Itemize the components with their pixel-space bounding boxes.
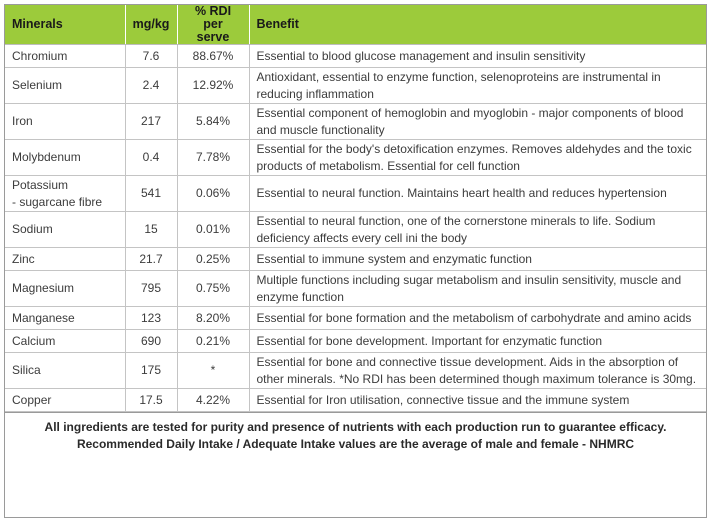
header-benefit: Benefit (249, 5, 706, 45)
mineral-benefit: Essential to neural function, one of the… (249, 211, 706, 248)
table-row: Selenium 2.4 12.92% Antioxidant, essenti… (5, 67, 706, 104)
mineral-mgkg: 541 (125, 175, 178, 212)
table-row: Potassium - sugarcane fibre 541 0.06% Es… (5, 175, 706, 212)
mineral-rdi: 0.75% (177, 270, 250, 307)
mineral-name: Sodium (5, 211, 126, 248)
mineral-name: Magnesium (5, 270, 126, 307)
mineral-name: Calcium (5, 329, 126, 353)
mineral-rdi: * (177, 352, 250, 389)
table-row: Iron 217 5.84% Essential component of he… (5, 103, 706, 140)
mineral-rdi: 88.67% (177, 44, 250, 68)
footer-line-2: Recommended Daily Intake / Adequate Inta… (76, 437, 635, 451)
table-row: Sodium 15 0.01% Essential to neural func… (5, 211, 706, 248)
mineral-rdi: 0.01% (177, 211, 250, 248)
mineral-name: Zinc (5, 247, 126, 271)
mineral-benefit: Essential to neural function. Maintains … (249, 175, 706, 212)
header-mgkg: mg/kg (125, 5, 178, 45)
mineral-rdi: 7.78% (177, 139, 250, 176)
mineral-benefit: Multiple functions including sugar metab… (249, 270, 706, 307)
mineral-mgkg: 15 (125, 211, 178, 248)
mineral-mgkg: 123 (125, 306, 178, 330)
table-row: Chromium 7.6 88.67% Essential to blood g… (5, 44, 706, 68)
mineral-benefit: Essential for bone and connective tissue… (249, 352, 706, 389)
table-row: Zinc 21.7 0.25% Essential to immune syst… (5, 247, 706, 271)
header-rdi: % RDI per serve (177, 4, 250, 45)
mineral-rdi: 0.06% (177, 175, 250, 212)
table-header-row: Minerals mg/kg % RDI per serve Benefit (5, 5, 706, 45)
header-rdi-line2: serve (196, 30, 230, 44)
mineral-name-sub: - sugarcane fibre (12, 194, 103, 209)
table-row: Copper 17.5 4.22% Essential for Iron uti… (5, 388, 706, 412)
mineral-rdi: 8.20% (177, 306, 250, 330)
table-row: Molybdenum 0.4 7.78% Essential for the b… (5, 139, 706, 176)
mineral-benefit: Essential for the body's detoxification … (249, 139, 706, 176)
header-rdi-line1: % RDI per (194, 4, 232, 31)
mineral-name-cell: Potassium - sugarcane fibre (5, 175, 126, 212)
mineral-mgkg: 795 (125, 270, 178, 307)
mineral-benefit: Essential to immune system and enzymatic… (249, 247, 706, 271)
table-row: Manganese 123 8.20% Essential for bone f… (5, 306, 706, 330)
mineral-mgkg: 7.6 (125, 44, 178, 68)
mineral-mgkg: 17.5 (125, 388, 178, 412)
table-footer-note: All ingredients are tested for purity an… (5, 412, 706, 453)
mineral-benefit: Essential for Iron utilisation, connecti… (249, 388, 706, 412)
mineral-rdi: 0.21% (177, 329, 250, 353)
mineral-name: Iron (5, 103, 126, 140)
minerals-table: Minerals mg/kg % RDI per serve Benefit C… (5, 5, 706, 412)
mineral-benefit: Essential for bone formation and the met… (249, 306, 706, 330)
mineral-mgkg: 217 (125, 103, 178, 140)
mineral-mgkg: 2.4 (125, 67, 178, 104)
mineral-mgkg: 175 (125, 352, 178, 389)
table-row: Magnesium 795 0.75% Multiple functions i… (5, 270, 706, 307)
mineral-benefit: Essential component of hemoglobin and my… (249, 103, 706, 140)
mineral-rdi: 4.22% (177, 388, 250, 412)
mineral-name: Molybdenum (5, 139, 126, 176)
mineral-name: Silica (5, 352, 126, 389)
mineral-benefit: Essential to blood glucose management an… (249, 44, 706, 68)
minerals-table-panel: Minerals mg/kg % RDI per serve Benefit C… (4, 4, 707, 518)
mineral-rdi: 0.25% (177, 247, 250, 271)
footer-line-1: All ingredients are tested for purity an… (44, 420, 667, 434)
mineral-name: Chromium (5, 44, 126, 68)
table-row: Silica 175 * Essential for bone and conn… (5, 352, 706, 389)
mineral-name: Manganese (5, 306, 126, 330)
mineral-name: Selenium (5, 67, 126, 104)
mineral-benefit: Essential for bone development. Importan… (249, 329, 706, 353)
mineral-mgkg: 21.7 (125, 247, 178, 271)
mineral-name: Potassium (12, 177, 69, 192)
mineral-mgkg: 0.4 (125, 139, 178, 176)
mineral-mgkg: 690 (125, 329, 178, 353)
header-minerals: Minerals (5, 5, 126, 45)
mineral-name: Copper (5, 388, 126, 412)
mineral-benefit: Antioxidant, essential to enzyme functio… (249, 67, 706, 104)
table-row: Calcium 690 0.21% Essential for bone dev… (5, 329, 706, 353)
mineral-rdi: 5.84% (177, 103, 250, 140)
mineral-rdi: 12.92% (177, 67, 250, 104)
